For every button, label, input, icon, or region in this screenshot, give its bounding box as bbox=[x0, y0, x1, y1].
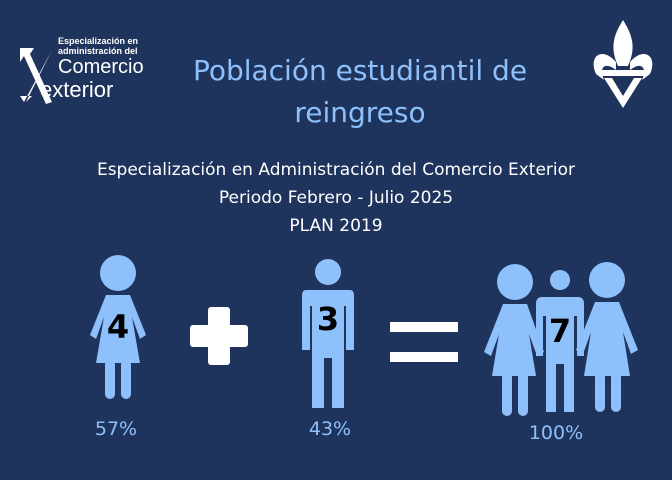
logo-line1: Especialización en bbox=[58, 36, 139, 46]
logo-line3: Comercio bbox=[58, 56, 144, 78]
plus-icon bbox=[190, 307, 248, 365]
logo-line2: administración del bbox=[58, 46, 138, 56]
woman-icon bbox=[90, 255, 146, 399]
women-percent: 57% bbox=[94, 418, 138, 440]
program-name: Especialización en Administración del Co… bbox=[96, 160, 576, 180]
men-percent: 43% bbox=[308, 418, 352, 440]
arrow-logo-icon bbox=[20, 48, 52, 104]
total-percent: 100% bbox=[528, 422, 584, 444]
uv-flame-logo-icon bbox=[593, 20, 653, 108]
plan: PLAN 2019 bbox=[289, 216, 383, 236]
women-count: 4 bbox=[106, 308, 130, 346]
man-icon bbox=[302, 259, 354, 408]
page-title: Población estudiantil de reingreso bbox=[192, 54, 528, 129]
total-count: 7 bbox=[548, 312, 572, 350]
period: Periodo Febrero - Julio 2025 bbox=[218, 188, 454, 208]
equals-icon bbox=[390, 322, 458, 362]
program-logo: Especialización en administración del Co… bbox=[18, 36, 158, 108]
logo-line4: exterior bbox=[40, 77, 114, 102]
men-count: 3 bbox=[316, 300, 340, 338]
group-icon bbox=[484, 262, 638, 416]
